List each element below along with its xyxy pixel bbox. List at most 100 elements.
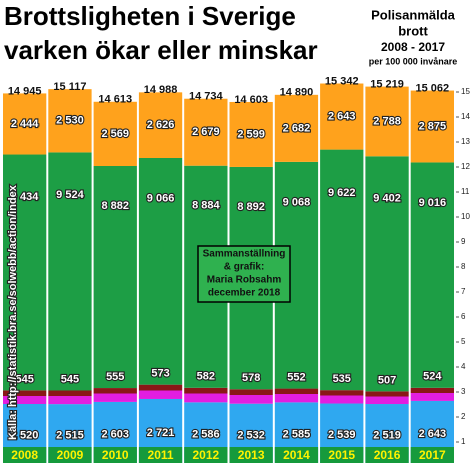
total-label: 14 988	[144, 84, 178, 96]
year-box	[184, 447, 228, 463]
y-tick-label: 1	[461, 437, 466, 446]
total-label: 14 613	[98, 94, 132, 106]
bar-segment	[320, 390, 364, 404]
y-tick-label: 13	[461, 137, 470, 146]
data-label: 9 434	[11, 191, 39, 203]
bar-segment	[93, 166, 137, 389]
bar-segment	[320, 149, 364, 391]
bar-segment	[365, 86, 409, 157]
bar-segment	[3, 390, 47, 404]
bar-segment	[138, 384, 183, 399]
y-tick-label: 7	[461, 287, 466, 296]
data-label: 2 519	[373, 429, 401, 441]
bar-segment	[93, 388, 137, 402]
total-label: 14 734	[189, 91, 224, 103]
x-tick-label: 2014	[283, 448, 310, 462]
bar-segment	[229, 389, 273, 404]
x-tick-label: 2009	[57, 448, 84, 462]
total-label: 14 945	[8, 85, 42, 97]
data-label: 555	[106, 371, 124, 383]
data-label: 2 532	[237, 429, 265, 441]
year-box	[229, 447, 273, 463]
data-label: 2 682	[283, 122, 311, 134]
bar-segment	[365, 391, 409, 405]
bar-segment	[3, 154, 47, 391]
data-label: 2 586	[192, 429, 220, 441]
data-label: 507	[378, 374, 396, 386]
data-label: 545	[61, 373, 79, 385]
data-label: 9 622	[328, 187, 356, 199]
annotation: december 2018	[208, 288, 281, 299]
year-box	[3, 447, 47, 463]
data-label: 9 402	[373, 193, 401, 205]
x-tick-label: 2010	[102, 448, 129, 462]
y-tick-label: 14	[461, 112, 470, 121]
data-label: 2 569	[101, 128, 129, 140]
data-label: 545	[15, 373, 33, 385]
data-label: 2 626	[147, 119, 175, 131]
data-label: 2 875	[419, 120, 447, 132]
bar-segment	[138, 92, 183, 158]
total-label: 15 117	[53, 81, 86, 93]
bar-segment	[320, 83, 364, 150]
bar-segment	[48, 89, 92, 153]
bar-segment	[365, 156, 409, 392]
x-tick-label: 2015	[328, 448, 355, 462]
year-box	[48, 447, 92, 463]
y-tick-label: 15	[461, 87, 470, 96]
y-tick-label: 11	[461, 187, 470, 196]
x-tick-label: 2016	[374, 448, 401, 462]
y-tick-label: 2	[461, 412, 466, 421]
bar-segment	[3, 93, 47, 155]
subtitle: brott	[398, 23, 428, 38]
bar-segment	[410, 90, 454, 163]
data-label: 573	[151, 368, 169, 380]
bar-segment	[48, 152, 92, 391]
data-label: 578	[242, 372, 260, 384]
y-tick-label: 10	[461, 212, 470, 221]
y-tick-label: 4	[461, 362, 466, 371]
data-label: 2 679	[192, 126, 220, 138]
x-tick-label: 2017	[419, 448, 446, 462]
chart-title: varken ökar eller minskar	[4, 35, 318, 65]
data-label: 9 016	[419, 197, 447, 209]
y-tick-label: 9	[461, 237, 466, 246]
x-tick-label: 2012	[192, 448, 219, 462]
annotation: Sammanställning	[203, 249, 286, 260]
total-label: 15 342	[325, 75, 359, 87]
year-box	[138, 447, 183, 463]
total-label: 14 603	[234, 94, 268, 106]
x-tick-label: 2008	[11, 448, 38, 462]
total-label: 14 890	[280, 87, 314, 99]
data-label: 2 444	[11, 118, 39, 130]
data-label: 2 539	[328, 429, 356, 441]
subtitle: Polisanmälda	[371, 7, 456, 22]
data-label: 9 066	[147, 193, 175, 205]
data-label: 2 643	[328, 110, 356, 122]
year-box	[274, 447, 319, 463]
year-box	[320, 447, 364, 463]
bar-segment	[184, 387, 228, 403]
data-label: 9 524	[56, 189, 84, 201]
y-tick-label: 8	[461, 262, 466, 271]
annotation-box	[197, 245, 291, 303]
bar-segment	[410, 387, 454, 401]
bar-segment	[93, 101, 137, 166]
bar-segment	[138, 158, 183, 385]
data-label: 2 530	[56, 115, 84, 127]
bar-segment	[229, 101, 273, 167]
data-label: 2 520	[11, 429, 39, 441]
data-label: 2 603	[101, 428, 129, 440]
total-label: 15 219	[370, 78, 404, 90]
annotation: Maria Robsahm	[207, 275, 282, 286]
bar-segment	[184, 98, 228, 166]
bar-segment	[274, 94, 319, 162]
data-label: 524	[423, 371, 442, 383]
y-tick-label: 3	[461, 387, 466, 396]
y-tick-label: 12	[461, 162, 470, 171]
chart-title: Brottsligheten i Sverige	[4, 1, 296, 31]
data-label: 2 585	[283, 429, 311, 441]
data-label: 2 643	[419, 428, 447, 440]
y-tick-label: 5	[461, 337, 466, 346]
